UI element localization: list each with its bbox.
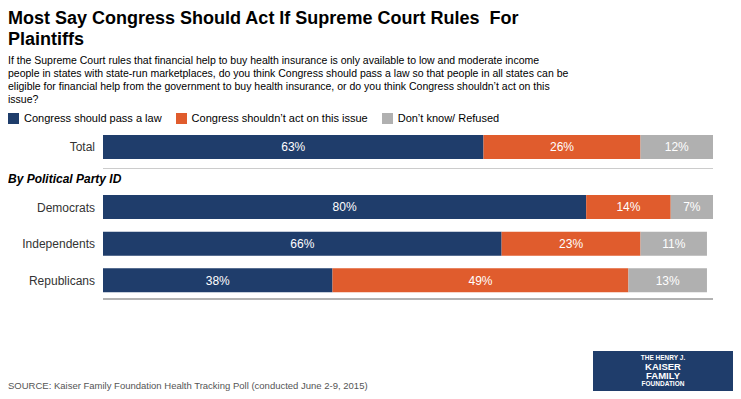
svg-text:80%: 80%	[333, 200, 357, 214]
html-text:If the Supreme Court rules tha: If the Supreme Court rules that financia…	[8, 54, 569, 105]
html-text:SOURCE: Kaiser Family Foundati: SOURCE: Kaiser Family Foundation Health …	[8, 380, 368, 391]
html-text:Congress shouldn’t act on this: Congress shouldn’t act on this issue	[191, 112, 368, 124]
svg-text:7%: 7%	[683, 200, 701, 214]
svg-text:Democrats: Democrats	[37, 201, 95, 215]
html-text:Most Say Congress Should Act I: Most Say Congress Should Act If Supreme …	[8, 8, 519, 49]
svg-text:26%: 26%	[550, 140, 574, 154]
svg-text:49%: 49%	[468, 274, 492, 288]
svg-text:63%: 63%	[281, 140, 305, 154]
svg-text:14%: 14%	[616, 200, 640, 214]
svg-text:13%: 13%	[656, 274, 680, 288]
svg-text:Independents: Independents	[22, 237, 95, 251]
html-text:FAMILY: FAMILY	[646, 370, 680, 381]
svg-text:Total: Total	[70, 140, 95, 154]
html-text:THE HENRY J.: THE HENRY J.	[640, 354, 686, 361]
svg-text:38%: 38%	[206, 274, 230, 288]
html-text:KAISER: KAISER	[645, 360, 681, 372]
svg-text:12%: 12%	[665, 140, 689, 154]
html-text:Don’t know/ Refused: Don’t know/ Refused	[397, 112, 500, 124]
svg-text:Republicans: Republicans	[29, 274, 95, 288]
svg-text:11%: 11%	[662, 237, 685, 251]
html-text:By Political Party ID: By Political Party ID	[8, 172, 122, 186]
svg-text:23%: 23%	[559, 237, 583, 251]
svg-text:66%: 66%	[290, 237, 314, 251]
html-text:Congress should pass a law: Congress should pass a law	[24, 112, 162, 124]
html-text:FOUNDATION: FOUNDATION	[641, 379, 685, 387]
